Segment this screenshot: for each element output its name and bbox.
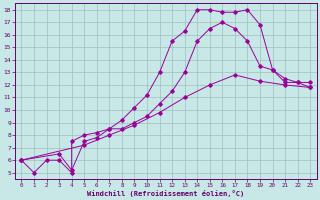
X-axis label: Windchill (Refroidissement éolien,°C): Windchill (Refroidissement éolien,°C): [87, 190, 244, 197]
